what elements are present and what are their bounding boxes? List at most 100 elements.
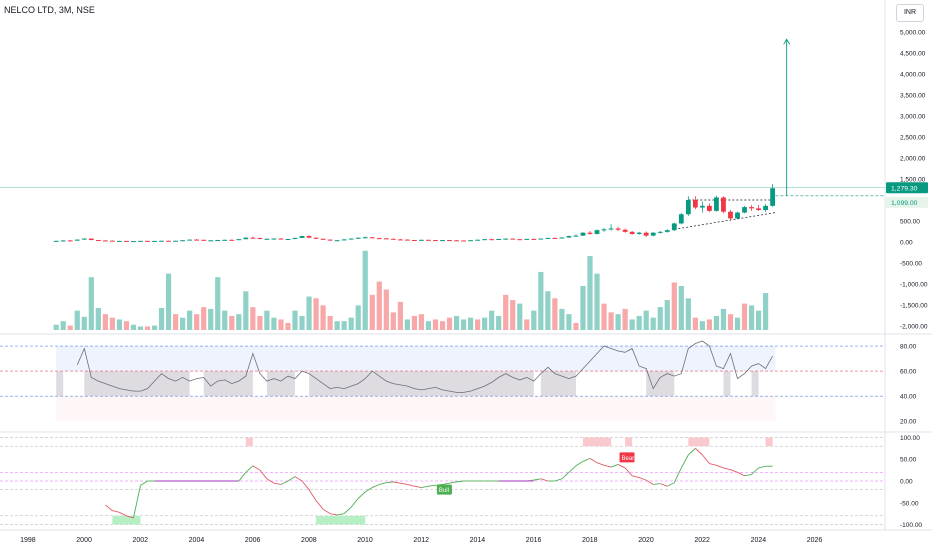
oscillator-segment xyxy=(252,465,261,471)
volume-bar xyxy=(545,291,551,330)
candle-body xyxy=(88,238,94,241)
candle-body xyxy=(60,240,66,242)
level-label: 1,099.00 xyxy=(891,200,918,207)
candle-body xyxy=(489,239,495,241)
oscillator-segment xyxy=(673,467,682,483)
volume-bar xyxy=(566,314,572,330)
volume-bar xyxy=(671,282,677,330)
volume-bar xyxy=(376,281,382,330)
candle-body xyxy=(475,239,481,241)
volume-bar xyxy=(713,315,720,330)
candle-body xyxy=(510,238,516,240)
oscillator-segment xyxy=(617,464,626,469)
candle-body xyxy=(257,237,263,239)
volume-bar xyxy=(172,314,179,330)
volume-bar xyxy=(524,319,530,330)
volume-bar xyxy=(208,308,214,330)
volume-bar xyxy=(236,314,242,330)
candle-body xyxy=(117,240,122,242)
oscillator-segment xyxy=(533,478,541,481)
candle-body xyxy=(636,232,642,234)
candle-body xyxy=(524,238,530,240)
candle-body xyxy=(383,238,389,240)
time-tick-label: 2016 xyxy=(526,537,542,544)
volume-bar xyxy=(404,319,410,330)
time-tick-label: 2008 xyxy=(301,537,317,544)
oscillator-segment xyxy=(751,467,759,475)
candle-body xyxy=(222,239,228,241)
volume-bar xyxy=(383,289,389,330)
oscillator-segment xyxy=(428,484,436,487)
volume-bar xyxy=(341,321,347,330)
oscillator-segment xyxy=(582,457,591,462)
oscillator-segment xyxy=(702,454,710,464)
candle-body xyxy=(692,199,698,208)
oscillator-segment xyxy=(308,489,317,501)
candle-body xyxy=(412,240,417,242)
last-price-badge xyxy=(886,182,928,194)
candle-body xyxy=(517,239,523,241)
candle-body xyxy=(707,205,712,211)
candle-body xyxy=(608,228,614,230)
candle-body xyxy=(74,239,80,241)
rsi-tick-label: 40.00 xyxy=(900,394,917,401)
oscillator-segment xyxy=(280,480,289,485)
volume-bar xyxy=(699,321,705,330)
candle-body xyxy=(67,240,73,242)
candle-body xyxy=(678,214,684,224)
volume-bar xyxy=(636,315,642,330)
time-tick-label: 2020 xyxy=(638,537,654,544)
oscillator-segment xyxy=(680,454,689,469)
candle-body xyxy=(271,238,277,240)
candle-body xyxy=(327,239,333,241)
time-tick-label: 2022 xyxy=(694,537,710,544)
rsi-zone xyxy=(723,371,731,397)
volume-bar xyxy=(418,314,425,330)
candle-body xyxy=(447,240,452,242)
candle-body xyxy=(538,238,544,240)
candle-body xyxy=(735,212,740,219)
oscillator-segment xyxy=(695,448,703,456)
candle-body xyxy=(109,240,115,242)
candle-body xyxy=(138,240,143,242)
candle-body xyxy=(334,240,340,242)
candle-body xyxy=(461,240,466,242)
candle-body xyxy=(131,241,136,243)
time-tick-label: 2000 xyxy=(76,537,92,544)
volume-bar xyxy=(411,315,418,330)
volume-bar xyxy=(475,319,481,330)
currency-button[interactable]: INR xyxy=(896,4,924,22)
volume-bar xyxy=(734,317,741,330)
candle-body xyxy=(622,229,628,232)
rsi-tick-label: 80.00 xyxy=(900,344,917,351)
oscillator-segment xyxy=(653,483,661,485)
candle-body xyxy=(468,240,473,242)
volume-bar xyxy=(116,319,123,330)
time-tick-label: 2024 xyxy=(751,537,767,544)
osc-tick-label: 0.00 xyxy=(900,479,913,486)
oscillator-segment xyxy=(610,464,619,468)
candle-body xyxy=(299,236,305,238)
volume-bar xyxy=(180,317,186,330)
volume-bar xyxy=(755,310,762,330)
time-tick-label: 2018 xyxy=(582,537,598,544)
candle-body xyxy=(426,239,431,241)
candle-body xyxy=(482,239,488,241)
volume-bar xyxy=(496,315,502,330)
rsi-zone xyxy=(309,371,534,397)
candle-body xyxy=(180,240,186,242)
oscillator-segment xyxy=(540,478,548,482)
oscillator-segment xyxy=(688,448,696,456)
volume-bar xyxy=(706,319,713,330)
volume-bar xyxy=(201,307,207,330)
price-tick-label: -1,000.00 xyxy=(900,281,928,288)
candle-body xyxy=(355,237,361,239)
volume-bar xyxy=(123,321,130,330)
oscillator-segment xyxy=(456,480,464,483)
price-tick-label: 3,500.00 xyxy=(900,93,926,100)
volume-bar xyxy=(615,314,621,330)
candle-body xyxy=(278,238,284,240)
candle-body xyxy=(264,238,270,240)
oscillator-segment xyxy=(379,482,387,485)
